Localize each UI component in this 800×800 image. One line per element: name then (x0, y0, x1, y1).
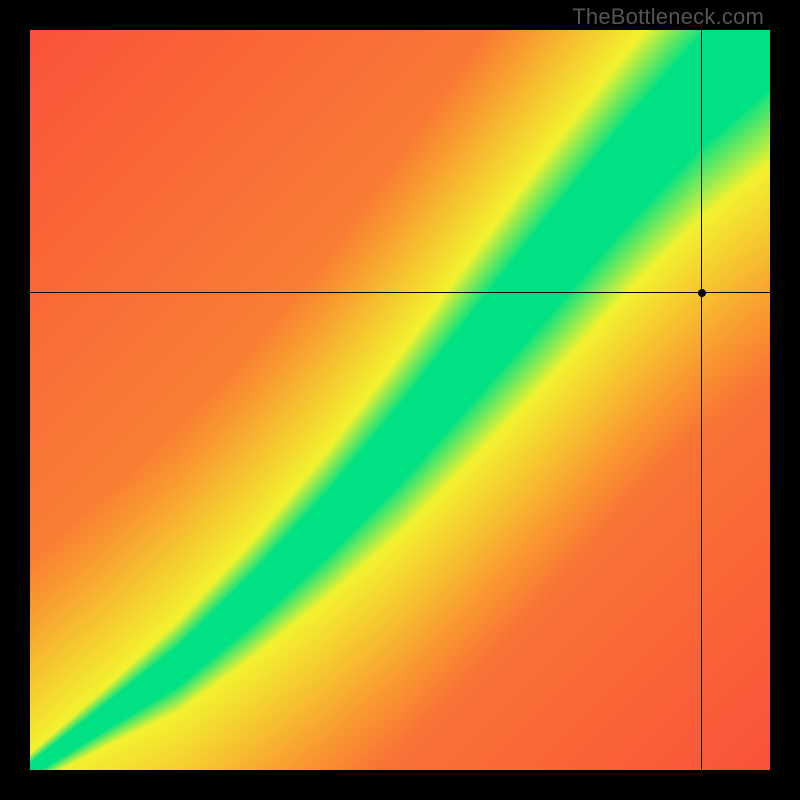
crosshair-horizontal (30, 292, 770, 293)
heatmap-plot (30, 30, 770, 770)
crosshair-marker (698, 289, 706, 297)
watermark: TheBottleneck.com (572, 4, 764, 30)
crosshair-vertical (701, 30, 702, 770)
heatmap-canvas (30, 30, 770, 770)
